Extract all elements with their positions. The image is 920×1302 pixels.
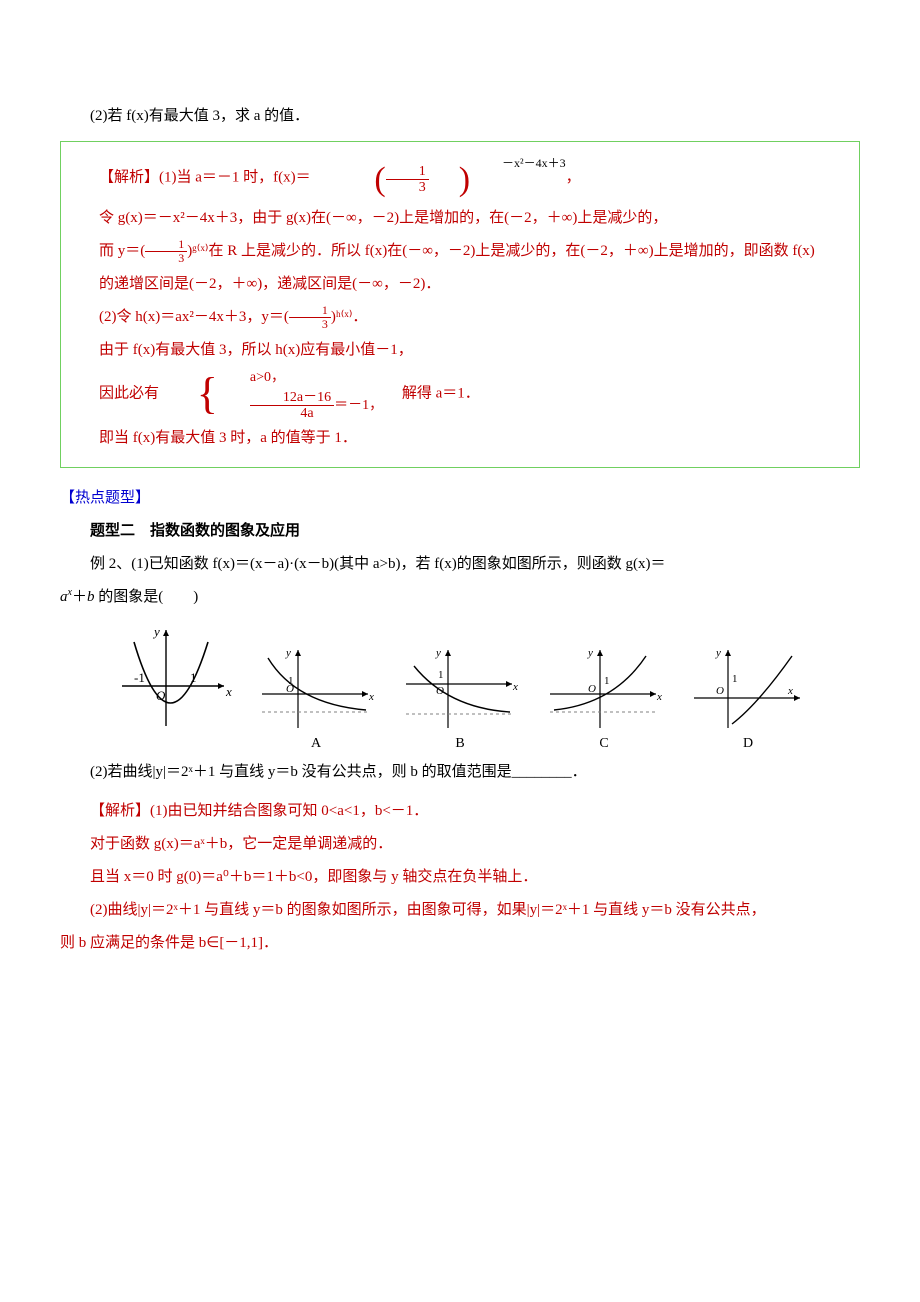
sol2-line3: 且当 x＝0 时 g(0)＝a⁰＋b＝1＋b<0，即图象与 y 轴交点在负半轴上… [60, 861, 860, 894]
svg-text:1: 1 [190, 670, 197, 685]
svg-text:x: x [368, 691, 374, 703]
svg-text:O: O [716, 685, 724, 697]
example-2-q1-a: 例 2、(1)已知函数 f(x)＝(x－a)·(x－b)(其中 a>b)，若 f… [60, 548, 860, 581]
sol1-line6: 由于 f(x)有最大值 3，所以 h(x)应有最小值－1， [69, 334, 851, 367]
example-2-q1-b: ax＋b 的图象是( ) [60, 581, 860, 614]
option-c-label: C [534, 736, 674, 752]
svg-text:1: 1 [438, 669, 444, 681]
svg-text:-1: -1 [134, 670, 145, 685]
option-d-graph: 1 O x y D [678, 644, 818, 752]
question-2-intro: (2)若 f(x)有最大值 3，求 a 的值． [60, 100, 860, 133]
option-a-label: A [246, 736, 386, 752]
option-b-label: B [390, 736, 530, 752]
svg-text:O: O [588, 683, 596, 695]
option-d-label: D [678, 736, 818, 752]
sol2-line2: 对于函数 g(x)＝aˣ＋b，它一定是单调递减的． [60, 828, 860, 861]
hot-topic-heading: 【热点题型】 [60, 482, 860, 515]
svg-text:1: 1 [604, 675, 610, 687]
sol1-line1: 【解析】(1)当 a＝－1 时，f(x)＝ (13) －x²－4x＋3， [69, 154, 851, 202]
sol2-line5: 则 b 应满足的条件是 b∈[－1,1]． [60, 927, 860, 960]
option-a-graph: 1 O x y A [246, 644, 386, 752]
topic-2-title: 题型二 指数函数的图象及应用 [60, 515, 860, 548]
solution-box-1: 【解析】(1)当 a＝－1 时，f(x)＝ (13) －x²－4x＋3， 令 g… [60, 141, 860, 468]
svg-text:x: x [512, 681, 518, 693]
svg-text:y: y [587, 647, 593, 659]
sol1-line7: 因此必有 { a>0， 12a－164a＝－1， 解得 a＝1． [69, 367, 851, 421]
sol2-line1: 【解析】(1)由已知并结合图象可知 0<a<1，b<－1． [60, 795, 860, 828]
sol1-line3: 而 y＝(13)ᵍ⁽ˣ⁾在 R 上是减少的．所以 f(x)在(－∞，－2)上是减… [69, 235, 851, 268]
sol2-line4: (2)曲线|y|＝2ˣ＋1 与直线 y＝b 的图象如图所示，由图象可得，如果|y… [60, 894, 860, 927]
option-c-graph: 1 O x y C [534, 644, 674, 752]
sol1-line5: (2)令 h(x)＝ax²－4x＋3，y＝(13)ʰ⁽ˣ⁾． [69, 301, 851, 334]
option-b-graph: 1 O x y B [390, 644, 530, 752]
sol1-line2: 令 g(x)＝－x²－4x＋3，由于 g(x)在(－∞，－2)上是增加的，在(－… [69, 202, 851, 235]
sol1-line4: 的递增区间是(－2，＋∞)，递减区间是(－∞，－2)． [69, 268, 851, 301]
svg-text:y: y [715, 647, 721, 659]
svg-text:y: y [435, 647, 441, 659]
svg-text:x: x [787, 685, 793, 697]
svg-text:y: y [285, 647, 291, 659]
svg-text:y: y [152, 624, 160, 639]
svg-text:1: 1 [732, 673, 738, 685]
graph-row: x y O -1 1 1 O x y A [100, 624, 820, 752]
svg-text:x: x [656, 691, 662, 703]
svg-text:x: x [225, 684, 232, 699]
solution-box-2: 【解析】(1)由已知并结合图象可知 0<a<1，b<－1． 对于函数 g(x)＝… [60, 795, 860, 960]
sol1-line8: 即当 f(x)有最大值 3 时，a 的值等于 1． [69, 422, 851, 455]
example-2-q2: (2)若曲线|y|＝2ˣ＋1 与直线 y＝b 没有公共点，则 b 的取值范围是_… [60, 756, 860, 789]
given-graph: x y O -1 1 [102, 624, 242, 752]
